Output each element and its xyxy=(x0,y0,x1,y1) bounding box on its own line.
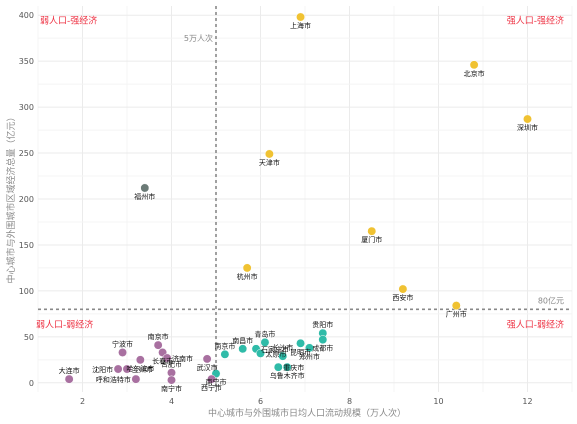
x-tick-label: 10 xyxy=(433,397,443,406)
data-point-label: 宁波市 xyxy=(112,339,133,348)
x-tick-label: 4 xyxy=(169,397,174,406)
axis-ticks: 2 4 6 8 10 12 0 50 100 150 200 250 300 350 400 xyxy=(19,11,533,406)
data-point xyxy=(64,374,74,384)
data-point-label: 重庆市 xyxy=(283,363,304,372)
y-tick-label: 400 xyxy=(19,11,34,20)
data-point-label: 长沙市 xyxy=(272,343,293,352)
ref-line-x-label: 5万人次 xyxy=(184,33,213,43)
data-point xyxy=(296,338,305,348)
y-tick-label: 200 xyxy=(19,195,34,204)
y-tick-label: 100 xyxy=(19,287,34,296)
data-point-label: 乌鲁木齐市 xyxy=(270,371,305,380)
data-point-label: 武汉市 xyxy=(197,363,218,372)
data-point xyxy=(318,335,328,345)
ref-line-y-label: 80亿元 xyxy=(538,295,564,305)
data-point xyxy=(242,263,252,273)
data-point-label: 成都市 xyxy=(312,344,333,353)
data-point-label: 郑州市 xyxy=(299,352,320,361)
data-point xyxy=(220,349,230,359)
data-point-label: 天津市 xyxy=(259,158,280,167)
data-point-label: 太原市 xyxy=(266,349,287,358)
data-point xyxy=(153,340,163,350)
data-point xyxy=(167,375,176,385)
y-axis-title: 中心城市与外围城市区域经济总量（亿元） xyxy=(5,112,17,283)
x-tick-label: 8 xyxy=(347,397,352,406)
data-point xyxy=(296,12,305,22)
quadrant-label: 强人口-弱经济 xyxy=(507,319,564,331)
data-point xyxy=(260,337,270,347)
data-point-label: 大连市 xyxy=(59,366,80,375)
data-point xyxy=(264,149,274,159)
data-point-label: 福州市 xyxy=(134,192,155,201)
data-point-label: 南昌市 xyxy=(232,336,253,345)
x-tick-label: 2 xyxy=(80,397,85,406)
data-point-label: 石家庄市 xyxy=(261,345,289,354)
quadrant-label: 弱人口-弱经济 xyxy=(36,319,93,331)
data-point-label: 呼和浩特市 xyxy=(96,375,131,384)
data-point xyxy=(451,301,461,311)
data-point-label: 深圳市 xyxy=(517,123,538,132)
data-point-label: 南宁市 xyxy=(161,384,182,393)
data-point-label: 贵阳市 xyxy=(312,320,333,329)
data-point-label: 济南市 xyxy=(172,354,193,363)
data-point-label: 哈尔滨市 xyxy=(126,364,154,373)
data-point-label: 西宁市 xyxy=(201,383,222,392)
y-tick-label: 0 xyxy=(29,379,34,388)
data-point-label: 长春市 xyxy=(152,356,173,365)
data-point xyxy=(162,353,172,363)
data-point-label: 南京市 xyxy=(148,332,169,341)
data-point-label: 南宁市 xyxy=(206,378,227,387)
grid-lines xyxy=(37,6,573,392)
data-point-label: 西安市 xyxy=(392,293,413,302)
data-point xyxy=(273,362,283,372)
data-point xyxy=(278,351,288,361)
data-point xyxy=(131,374,141,384)
data-point xyxy=(118,348,128,357)
data-point-label: 广州市 xyxy=(446,310,467,319)
data-point xyxy=(305,343,314,353)
x-axis-title: 中心城市与外围城市日均人口流动规模（万人次） xyxy=(208,407,406,419)
y-tick-label: 300 xyxy=(19,103,34,112)
y-tick-label: 350 xyxy=(19,57,34,66)
data-point xyxy=(140,183,150,193)
data-point xyxy=(523,114,532,124)
data-point xyxy=(367,226,377,236)
x-tick-label: 6 xyxy=(258,397,263,406)
quadrant-label: 弱人口-强经济 xyxy=(40,14,97,26)
data-point xyxy=(122,364,132,374)
data-points xyxy=(64,12,532,385)
data-point-label: 厦门市 xyxy=(361,235,382,244)
y-tick-label: 250 xyxy=(19,149,34,158)
x-tick-label: 12 xyxy=(522,397,532,406)
data-point xyxy=(113,364,123,374)
data-point xyxy=(398,284,408,294)
data-point-label: 上海市 xyxy=(290,21,311,30)
data-point-label: 青岛市 xyxy=(254,329,275,338)
y-tick-label: 50 xyxy=(24,333,34,342)
data-point-label: 兰州市 xyxy=(132,365,153,374)
data-point-label: 北京市 xyxy=(464,69,485,78)
data-point xyxy=(135,355,145,365)
data-point xyxy=(256,348,265,358)
data-point xyxy=(282,362,292,372)
data-point-label: 沈阳市 xyxy=(92,365,113,374)
data-point xyxy=(469,60,479,70)
data-point-label: 南京市 xyxy=(214,341,235,350)
data-point xyxy=(238,344,248,354)
data-point xyxy=(207,374,217,384)
y-tick-label: 150 xyxy=(19,241,34,250)
data-point-label: 合肥市 xyxy=(161,360,182,369)
data-point xyxy=(202,354,212,364)
data-point-label: 昆明市 xyxy=(290,347,311,356)
quadrant-label: 强人口-强经济 xyxy=(507,14,564,26)
reference-lines: 5万人次 80亿元 xyxy=(38,6,572,392)
data-point-label: 杭州市 xyxy=(237,272,258,281)
